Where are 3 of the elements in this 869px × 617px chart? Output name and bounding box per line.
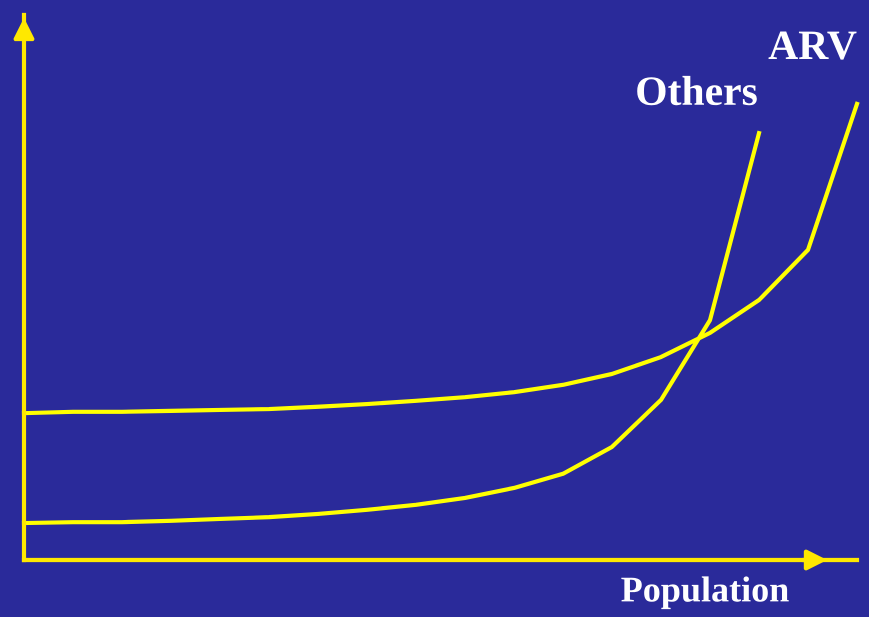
series-label: ARV (768, 31, 856, 60)
series-label: Others (637, 76, 757, 106)
x-axis-title: Population (621, 576, 789, 610)
